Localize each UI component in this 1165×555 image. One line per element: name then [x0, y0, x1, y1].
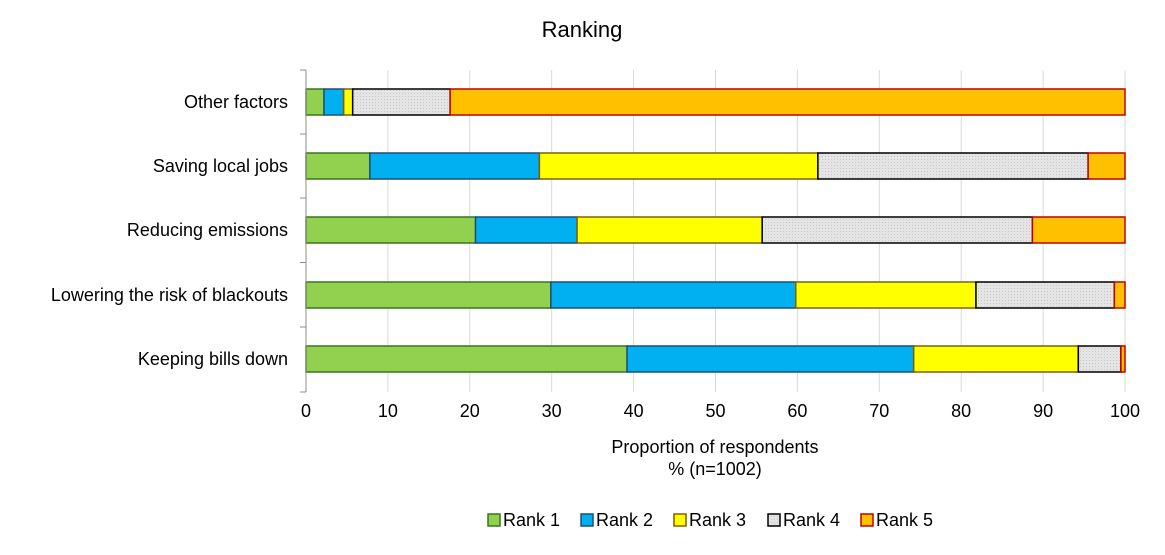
- bar-segment: [449, 88, 1126, 116]
- bar-segment: [351, 88, 451, 116]
- x-tick-label: 90: [1033, 401, 1053, 421]
- bar-segment: [550, 281, 797, 309]
- bar-segment: [1077, 345, 1122, 373]
- bar-segment: [1087, 152, 1126, 180]
- x-tick-label: 100: [1110, 401, 1140, 421]
- axes: [300, 69, 307, 393]
- x-tick-labels: 0 10 20 30 40 50 60 70 80 90 100: [301, 401, 1140, 421]
- bar-segment: [1031, 216, 1126, 244]
- bar-segment: [323, 88, 345, 116]
- x-tick-label: 10: [378, 401, 398, 421]
- x-tick-label: 60: [787, 401, 807, 421]
- x-axis-title-line-2: % (n=1002): [668, 459, 762, 479]
- chart-title: Ranking: [542, 17, 623, 42]
- legend-label: Rank 5: [876, 510, 933, 530]
- x-tick-label: 30: [542, 401, 562, 421]
- x-tick-label: 40: [624, 401, 644, 421]
- bar-segment: [795, 281, 977, 309]
- bar-segment: [975, 281, 1116, 309]
- bar-segment: [474, 216, 578, 244]
- x-axis-title-line-1: Proportion of respondents: [611, 437, 818, 457]
- bar-segment: [305, 88, 325, 116]
- category-label: Reducing emissions: [127, 220, 288, 240]
- legend-label: Rank 2: [596, 510, 653, 530]
- category-label: Keeping bills down: [138, 349, 288, 369]
- x-tick-label: 0: [301, 401, 311, 421]
- bar-segment: [305, 216, 477, 244]
- x-tick-label: 80: [951, 401, 971, 421]
- bar-segment: [369, 152, 541, 180]
- bar-segment: [1120, 345, 1126, 373]
- bar-segment: [626, 345, 915, 373]
- bar-segment: [305, 152, 371, 180]
- bars: [305, 88, 1126, 373]
- legend-label: Rank 1: [503, 510, 560, 530]
- legend-label: Rank 3: [689, 510, 746, 530]
- bar-segment: [342, 88, 354, 116]
- legend-swatch: [487, 513, 501, 527]
- legend-label: Rank 4: [783, 510, 840, 530]
- bar-segment: [761, 216, 1034, 244]
- bar-segment: [1113, 281, 1126, 309]
- x-tick-label: 20: [460, 401, 480, 421]
- bar-segment: [305, 281, 552, 309]
- category-label: Lowering the risk of blackouts: [51, 285, 288, 305]
- legend-swatch: [673, 513, 687, 527]
- bar-segment: [538, 152, 819, 180]
- x-tick-label: 70: [869, 401, 889, 421]
- category-label: Saving local jobs: [153, 156, 288, 176]
- legend-swatch: [860, 513, 874, 527]
- bar-segment: [912, 345, 1080, 373]
- bar-segment: [576, 216, 763, 244]
- bar-segment: [305, 345, 628, 373]
- category-label: Other factors: [184, 92, 288, 112]
- legend: Rank 1 Rank 2 Rank 3 Rank 4 Rank 5: [487, 510, 933, 530]
- category-labels: Other factors Saving local jobs Reducing e…: [51, 92, 288, 369]
- bar-segment: [817, 152, 1089, 180]
- x-tick-label: 50: [705, 401, 725, 421]
- legend-swatch: [767, 513, 781, 527]
- legend-swatch: [580, 513, 594, 527]
